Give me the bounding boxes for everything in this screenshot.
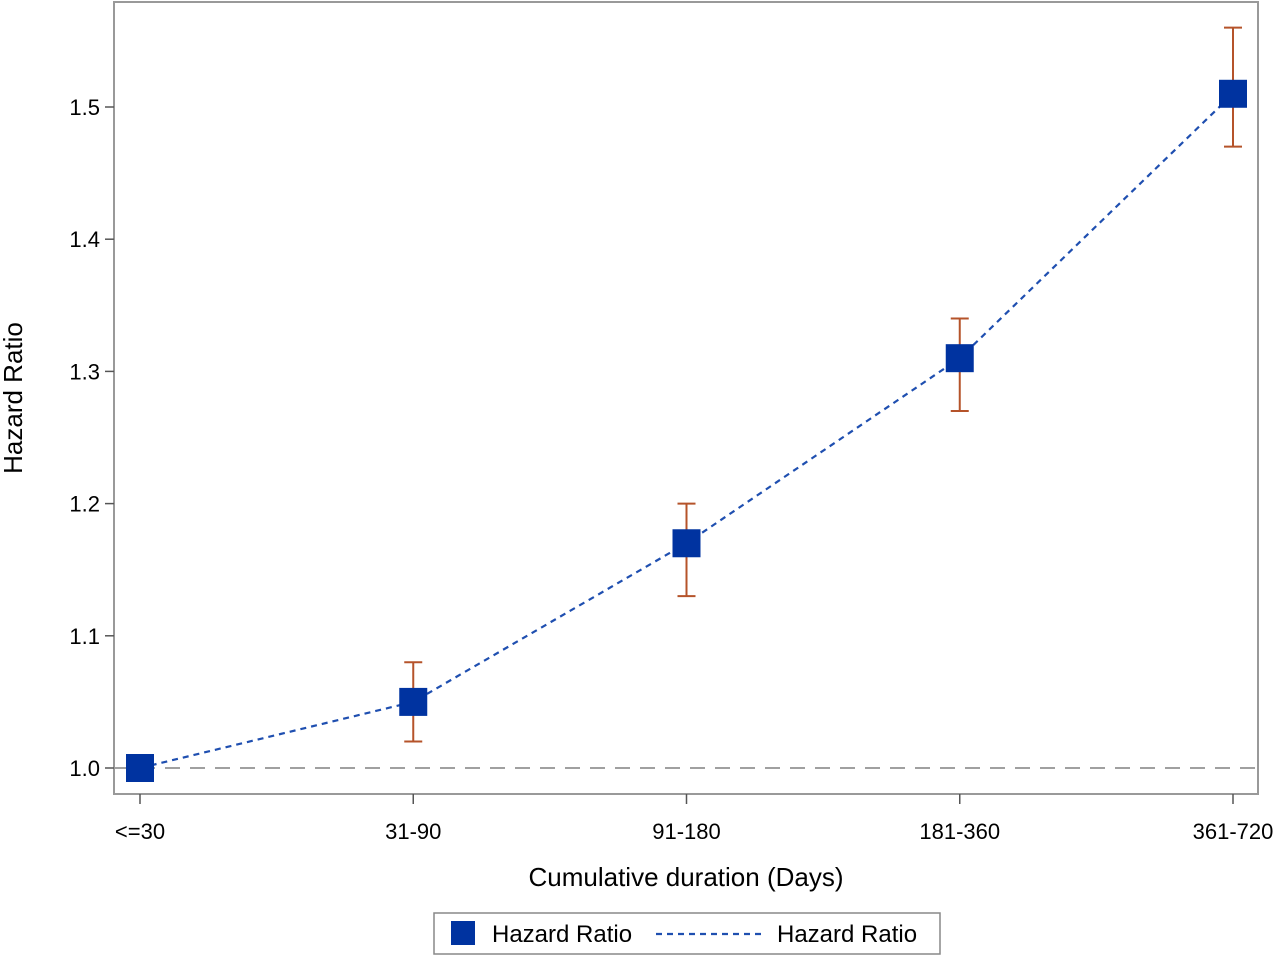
markers-layer	[126, 79, 1247, 782]
legend-marker-label: Hazard Ratio	[492, 921, 632, 948]
y-tick-label: 1.5	[69, 95, 100, 120]
data-point-marker	[399, 687, 428, 716]
x-tick-label: 361-720	[1193, 819, 1274, 844]
series-line-layer	[139, 92, 1234, 770]
x-tick-label: 91-180	[652, 819, 721, 844]
x-tick-label: 31-90	[385, 819, 441, 844]
legend: Hazard Ratio Hazard Ratio	[433, 912, 941, 955]
plot-frame	[113, 1, 1259, 795]
legend-marker-swatch	[451, 921, 475, 945]
x-axis: <=30 31-90 91-180 181-360 361-720	[115, 794, 1273, 844]
y-axis: 1.0 1.1 1.2 1.3 1.4 1.5	[69, 95, 114, 781]
y-tick-label: 1.3	[69, 359, 100, 384]
data-point-marker	[945, 344, 974, 373]
series-line	[139, 92, 1234, 770]
legend-line-label: Hazard Ratio	[777, 921, 917, 948]
y-tick-label: 1.4	[69, 227, 100, 252]
y-axis-title: Hazard Ratio	[0, 322, 28, 474]
error-bars-layer	[404, 26, 1242, 743]
x-tick-label: <=30	[115, 819, 165, 844]
y-tick-label: 1.2	[69, 492, 100, 517]
data-point-marker	[672, 529, 701, 558]
legend-box	[433, 912, 941, 955]
x-axis-title: Cumulative duration (Days)	[528, 862, 843, 892]
x-tick-label: 181-360	[919, 819, 1000, 844]
data-point-marker	[1219, 79, 1247, 108]
y-tick-label: 1.1	[69, 624, 100, 649]
data-point-marker	[126, 754, 154, 782]
y-tick-label: 1.0	[69, 756, 100, 781]
